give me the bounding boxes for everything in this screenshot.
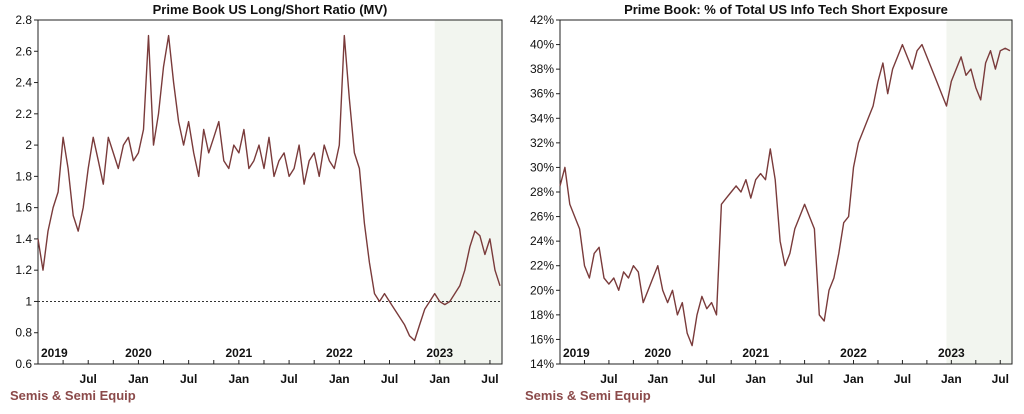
right-year-label: 2023 <box>938 346 965 360</box>
left-ytick-label: 2.4 <box>15 76 32 90</box>
left-ytick-label: 0.8 <box>15 326 32 340</box>
right-year-label: 2019 <box>563 346 590 360</box>
right-ytick-label: 16% <box>530 332 554 346</box>
right-ytick-label: 34% <box>530 111 554 125</box>
right-year-label: 2020 <box>644 346 671 360</box>
right-ytick-label: 42% <box>530 13 554 27</box>
left-month-label: Jan <box>229 372 250 386</box>
left-month-label: Jan <box>329 372 350 386</box>
right-plot-frame <box>559 19 1013 365</box>
right-month-label: Jul <box>992 372 1009 386</box>
right-ytick-label: 26% <box>530 210 554 224</box>
left-month-label: Jul <box>180 372 197 386</box>
right-series-line <box>559 43 1011 347</box>
left-month-label: Jan <box>429 372 450 386</box>
right-ytick-label: 32% <box>530 136 554 150</box>
right-ytick-label: 28% <box>530 185 554 199</box>
right-ytick-label: 18% <box>530 308 554 322</box>
left-plot-frame <box>37 19 503 365</box>
right-month-label: Jul <box>796 372 813 386</box>
left-month-label: Jul <box>381 372 398 386</box>
left-ytick-label: 1.2 <box>15 263 32 277</box>
left-ytick-label: 1 <box>25 294 32 308</box>
left-month-label: Jul <box>481 372 498 386</box>
right-ytick-label: 24% <box>530 234 554 248</box>
left-month-label: Jul <box>80 372 97 386</box>
right-ytick-label: 30% <box>530 160 554 174</box>
left-year-label: 2021 <box>226 346 253 360</box>
right-month-label: Jan <box>843 372 864 386</box>
right-year-label: 2022 <box>840 346 867 360</box>
left-ytick-label: 2 <box>25 138 32 152</box>
right-ytick-label: 22% <box>530 259 554 273</box>
right-month-label: Jul <box>698 372 715 386</box>
left-month-label: Jan <box>128 372 149 386</box>
left-ytick-label: 2.8 <box>15 13 32 27</box>
left-year-label: 2019 <box>41 346 68 360</box>
right-ytick-label: 36% <box>530 87 554 101</box>
right-ytick-label: 14% <box>530 357 554 371</box>
left-series-line <box>37 34 501 342</box>
left-year-label: 2022 <box>326 346 353 360</box>
left-footer-label: Semis & Semi Equip <box>10 388 136 403</box>
left-ytick-label: 0.6 <box>15 357 32 371</box>
right-footer-label: Semis & Semi Equip <box>525 388 651 403</box>
left-month-label: Jul <box>280 372 297 386</box>
right-month-label: Jul <box>894 372 911 386</box>
right-year-label: 2021 <box>742 346 769 360</box>
right-month-label: Jul <box>600 372 617 386</box>
left-ytick-label: 1.8 <box>15 169 32 183</box>
left-ytick-label: 2.6 <box>15 44 32 58</box>
left-chart-title: Prime Book US Long/Short Ratio (MV) <box>152 2 388 17</box>
right-shaded-region <box>946 20 1012 364</box>
left-year-label: 2023 <box>426 346 453 360</box>
right-month-label: Jan <box>941 372 962 386</box>
right-ytick-label: 20% <box>530 283 554 297</box>
right-month-label: Jan <box>745 372 766 386</box>
right-ytick-label: 38% <box>530 62 554 76</box>
right-ytick-label: 40% <box>530 38 554 52</box>
right-month-label: Jan <box>647 372 668 386</box>
right-chart-title: Prime Book: % of Total US Info Tech Shor… <box>624 2 948 17</box>
left-ytick-label: 1.4 <box>15 232 32 246</box>
left-year-label: 2020 <box>125 346 152 360</box>
left-ytick-label: 1.6 <box>15 201 32 215</box>
left-ytick-label: 2.2 <box>15 107 32 121</box>
left-shaded-region <box>434 20 502 364</box>
